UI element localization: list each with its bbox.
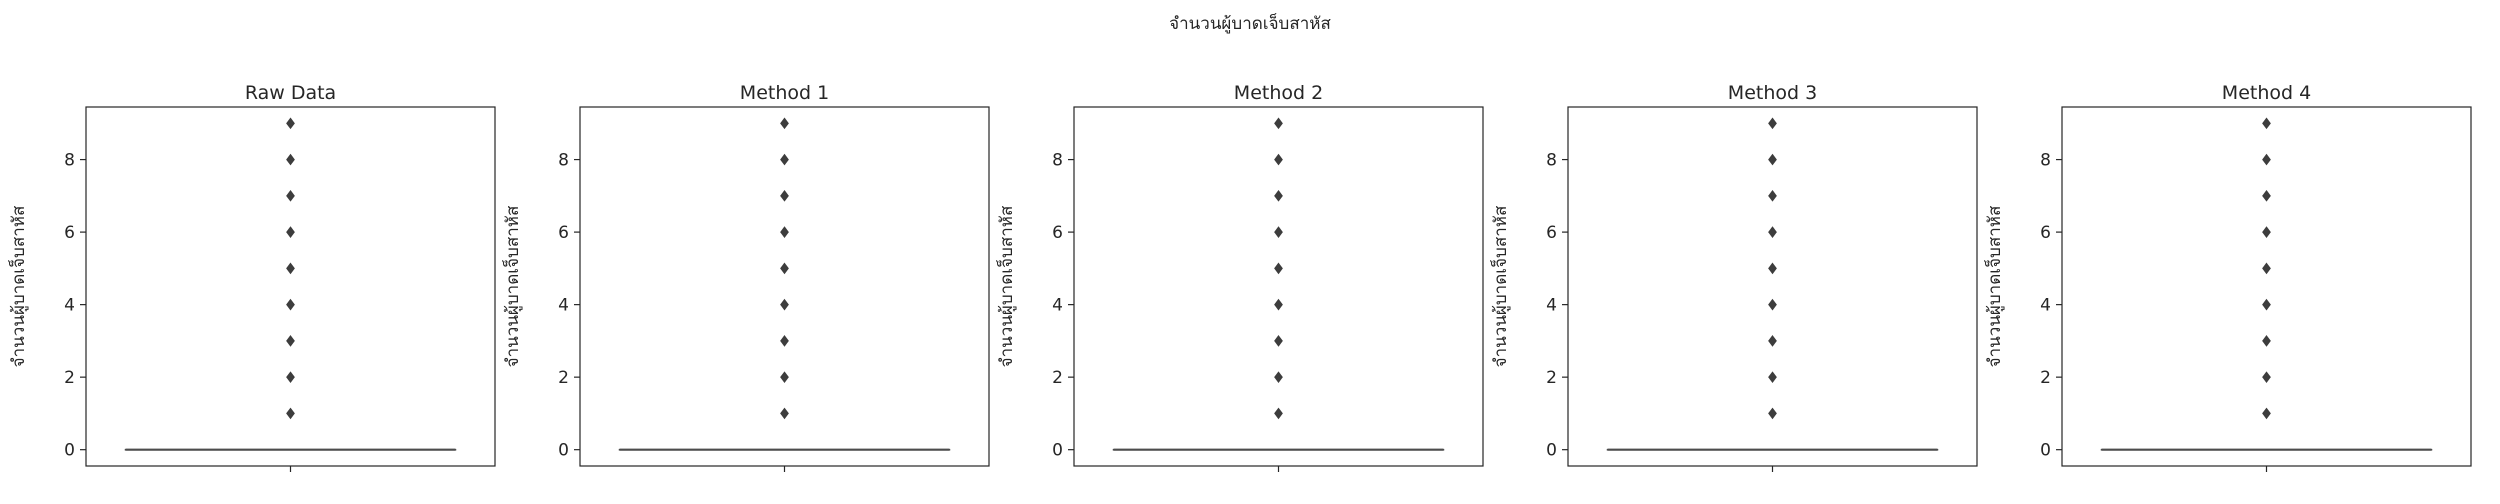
y-axis-label: จำนวนผู้บาดเจ็บสาหัส	[995, 205, 1017, 367]
outlier-point	[1769, 155, 1777, 165]
outlier-point	[1275, 300, 1283, 310]
outlier-point	[2263, 372, 2271, 382]
outlier-point	[1275, 263, 1283, 273]
outlier-point	[2263, 336, 2271, 346]
y-axis-label: จำนวนผู้บาดเจ็บสาหัส	[7, 205, 29, 367]
outlier-point	[781, 372, 789, 382]
outlier-point	[287, 263, 295, 273]
y-tick-label: 6	[1546, 223, 1557, 243]
y-axis-label: จำนวนผู้บาดเจ็บสาหัส	[501, 205, 523, 367]
outlier-point	[287, 300, 295, 310]
y-tick-label: 2	[1052, 368, 1063, 388]
outlier-point	[781, 336, 789, 346]
y-tick-label: 0	[2040, 441, 2051, 461]
subplot-title: Method 1	[740, 82, 829, 104]
figure-suptitle: จำนวนผู้บาดเจ็บสาหัส	[0, 10, 2500, 37]
y-tick-label: 2	[2040, 368, 2051, 388]
outlier-point	[781, 227, 789, 237]
y-tick-label: 2	[64, 368, 75, 388]
outlier-point	[1769, 263, 1777, 273]
outlier-point	[2263, 300, 2271, 310]
outlier-point	[1769, 227, 1777, 237]
outlier-point	[781, 118, 789, 128]
outlier-point	[1769, 300, 1777, 310]
outlier-point	[2263, 191, 2271, 201]
outlier-point	[1275, 155, 1283, 165]
y-tick-label: 8	[1052, 151, 1063, 171]
subplot-title: Raw Data	[245, 82, 336, 104]
outlier-point	[781, 408, 789, 418]
y-tick-label: 6	[1052, 223, 1063, 243]
subplot-4: Method 3 จำนวนผู้บาดเจ็บสาหัส 0 2 4 6 8	[1489, 82, 1977, 472]
outlier-point	[287, 336, 295, 346]
outlier-point	[287, 372, 295, 382]
y-tick-label: 2	[1546, 368, 1557, 388]
outlier-point	[781, 263, 789, 273]
outlier-point	[1769, 372, 1777, 382]
outlier-point	[1275, 227, 1283, 237]
y-tick-label: 8	[64, 151, 75, 171]
outlier-point	[1769, 408, 1777, 418]
outlier-point	[1275, 408, 1283, 418]
outlier-point	[2263, 408, 2271, 418]
outlier-point	[1769, 118, 1777, 128]
outlier-point	[1275, 372, 1283, 382]
outlier-point	[781, 155, 789, 165]
subplot-1: Raw Data จำนวนผู้บาดเจ็บสาหัส 0 2 4 6 8	[7, 82, 495, 472]
outlier-point	[287, 227, 295, 237]
outlier-point	[781, 300, 789, 310]
y-tick-label: 4	[2040, 296, 2051, 316]
y-tick-label: 2	[558, 368, 569, 388]
y-tick-label: 4	[1546, 296, 1557, 316]
subplot-3: Method 2 จำนวนผู้บาดเจ็บสาหัส 0 2 4 6 8	[995, 82, 1483, 472]
y-tick-label: 0	[64, 441, 75, 461]
outlier-point	[1769, 336, 1777, 346]
outlier-point	[1275, 118, 1283, 128]
y-tick-label: 4	[558, 296, 569, 316]
outlier-point	[287, 118, 295, 128]
outlier-point	[2263, 227, 2271, 237]
subplot-5: Method 4 จำนวนผู้บาดเจ็บสาหัส 0 2 4 6 8	[1983, 82, 2471, 472]
subplot-title: Method 3	[1728, 82, 1817, 104]
y-tick-label: 4	[64, 296, 75, 316]
y-tick-label: 6	[558, 223, 569, 243]
y-tick-label: 8	[1546, 151, 1557, 171]
y-tick-label: 8	[558, 151, 569, 171]
y-axis-label: จำนวนผู้บาดเจ็บสาหัส	[1983, 205, 2005, 367]
y-tick-label: 4	[1052, 296, 1063, 316]
y-tick-label: 0	[1052, 441, 1063, 461]
y-axis-label: จำนวนผู้บาดเจ็บสาหัส	[1489, 205, 1511, 367]
outlier-point	[2263, 155, 2271, 165]
y-tick-label: 6	[64, 223, 75, 243]
outlier-point	[2263, 263, 2271, 273]
subplot-title: Method 4	[2222, 82, 2311, 104]
outlier-point	[287, 191, 295, 201]
y-tick-label: 0	[1546, 441, 1557, 461]
subplot-2: Method 1 จำนวนผู้บาดเจ็บสาหัส 0 2 4 6 8	[501, 82, 989, 472]
subplot-title: Method 2	[1234, 82, 1323, 104]
y-tick-label: 8	[2040, 151, 2051, 171]
outlier-point	[1275, 191, 1283, 201]
outlier-point	[287, 408, 295, 418]
outlier-point	[1769, 191, 1777, 201]
y-tick-label: 6	[2040, 223, 2051, 243]
outlier-point	[287, 155, 295, 165]
outlier-point	[2263, 118, 2271, 128]
y-tick-label: 0	[558, 441, 569, 461]
outlier-point	[781, 191, 789, 201]
outlier-point	[1275, 336, 1283, 346]
